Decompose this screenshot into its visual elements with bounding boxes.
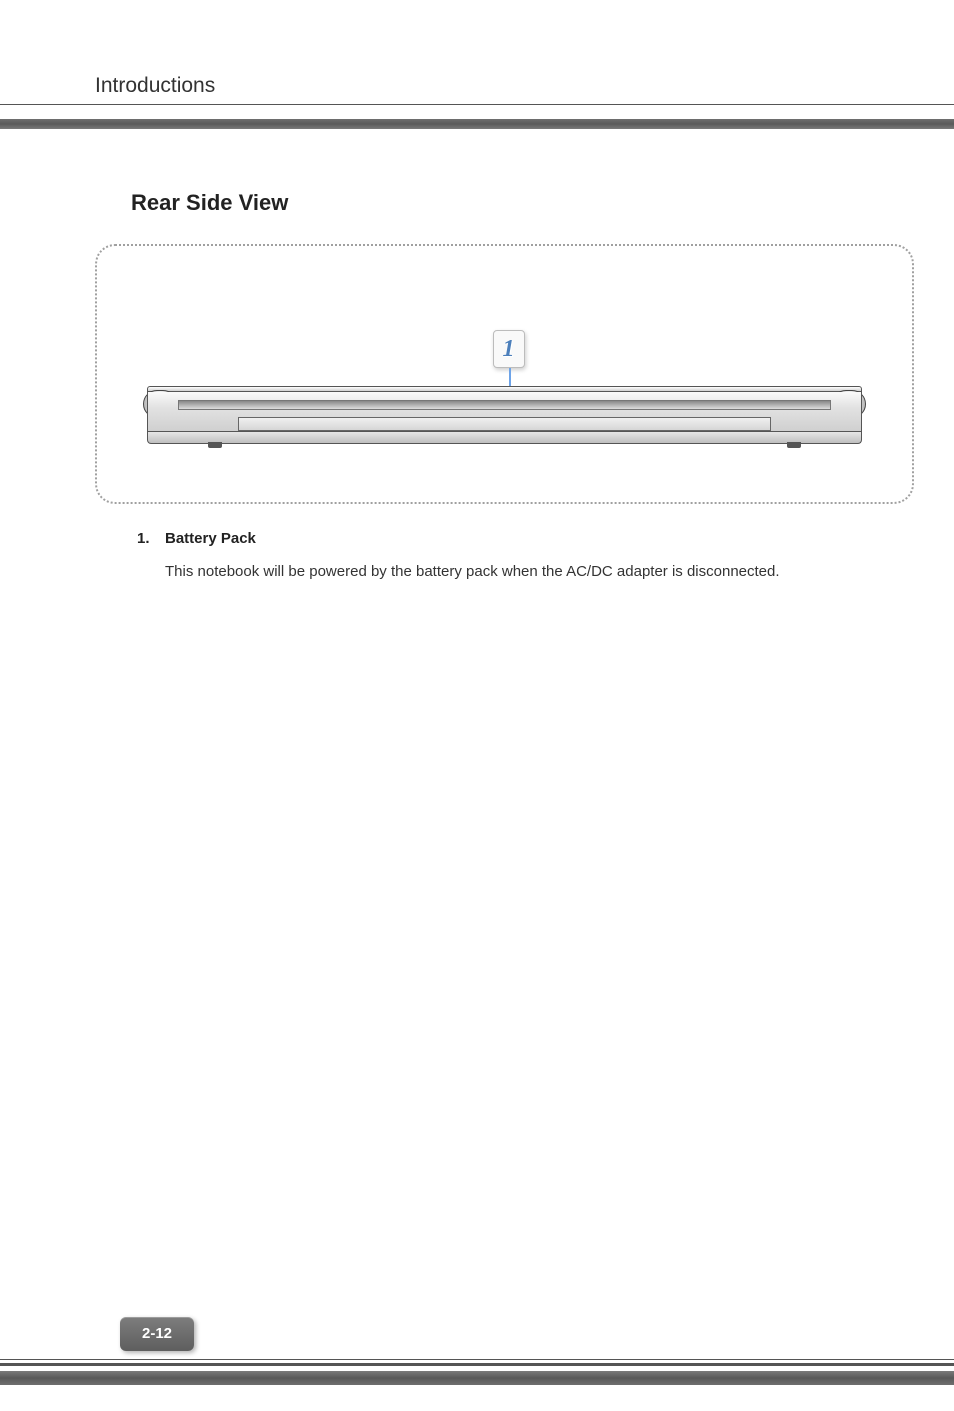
main-content: Rear Side View 1 (95, 190, 914, 593)
description-list: 1. Battery Pack This notebook will be po… (137, 530, 914, 587)
item-body: Battery Pack This notebook will be power… (165, 530, 914, 587)
laptop-body (147, 392, 862, 432)
header-rule (0, 104, 954, 105)
item-title: Battery Pack (165, 530, 914, 547)
item-number: 1. (137, 530, 165, 587)
footer-rule-thick (0, 1363, 954, 1366)
laptop-foot-left (208, 442, 222, 448)
footer-bar (0, 1371, 954, 1385)
laptop-rear-illustration (147, 386, 862, 458)
header-bar (0, 119, 954, 129)
laptop-base (147, 432, 862, 444)
laptop-rear-slit (178, 400, 831, 410)
page-header: Introductions (0, 74, 954, 129)
laptop-battery-tray (238, 417, 771, 431)
chapter-title: Introductions (95, 74, 954, 98)
item-text: This notebook will be powered by the bat… (165, 557, 914, 587)
page-number-badge: 2-12 (120, 1317, 194, 1351)
page-number: 2-12 (142, 1325, 172, 1342)
section-heading: Rear Side View (131, 190, 914, 216)
callout-number: 1 (503, 336, 515, 363)
callout-box-1: 1 (493, 330, 525, 368)
description-item: 1. Battery Pack This notebook will be po… (137, 530, 914, 587)
page: Introductions Rear Side View 1 (0, 0, 954, 1411)
laptop-foot-right (787, 442, 801, 448)
footer-rule-thin (0, 1359, 954, 1360)
diagram-frame: 1 (95, 244, 914, 504)
page-footer: 2-12 (0, 1317, 954, 1385)
